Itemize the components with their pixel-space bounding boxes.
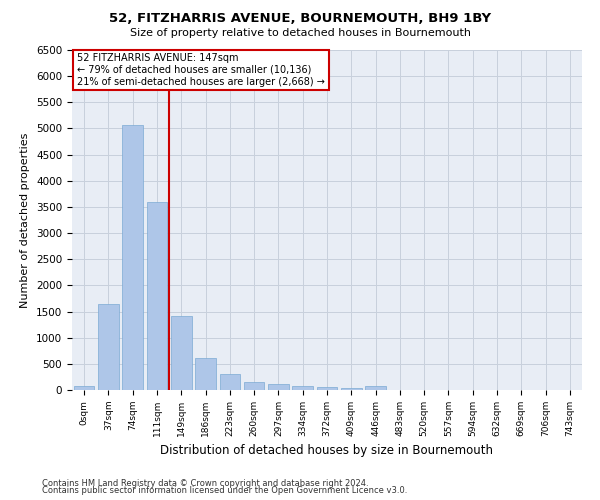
Bar xyxy=(195,358,216,390)
Bar xyxy=(220,374,240,390)
Text: Contains HM Land Registry data © Crown copyright and database right 2024.: Contains HM Land Registry data © Crown c… xyxy=(42,478,368,488)
Bar xyxy=(268,384,289,390)
Bar xyxy=(292,386,313,390)
Bar xyxy=(365,386,386,390)
Bar xyxy=(146,202,167,390)
Bar xyxy=(341,388,362,390)
Text: 52 FITZHARRIS AVENUE: 147sqm
← 79% of detached houses are smaller (10,136)
21% o: 52 FITZHARRIS AVENUE: 147sqm ← 79% of de… xyxy=(77,54,325,86)
Bar xyxy=(244,382,265,390)
X-axis label: Distribution of detached houses by size in Bournemouth: Distribution of detached houses by size … xyxy=(161,444,493,458)
Bar xyxy=(171,316,191,390)
Bar xyxy=(317,387,337,390)
Bar xyxy=(74,386,94,390)
Bar xyxy=(98,304,119,390)
Bar xyxy=(122,126,143,390)
Text: Size of property relative to detached houses in Bournemouth: Size of property relative to detached ho… xyxy=(130,28,470,38)
Text: 52, FITZHARRIS AVENUE, BOURNEMOUTH, BH9 1BY: 52, FITZHARRIS AVENUE, BOURNEMOUTH, BH9 … xyxy=(109,12,491,26)
Text: Contains public sector information licensed under the Open Government Licence v3: Contains public sector information licen… xyxy=(42,486,407,495)
Y-axis label: Number of detached properties: Number of detached properties xyxy=(20,132,31,308)
